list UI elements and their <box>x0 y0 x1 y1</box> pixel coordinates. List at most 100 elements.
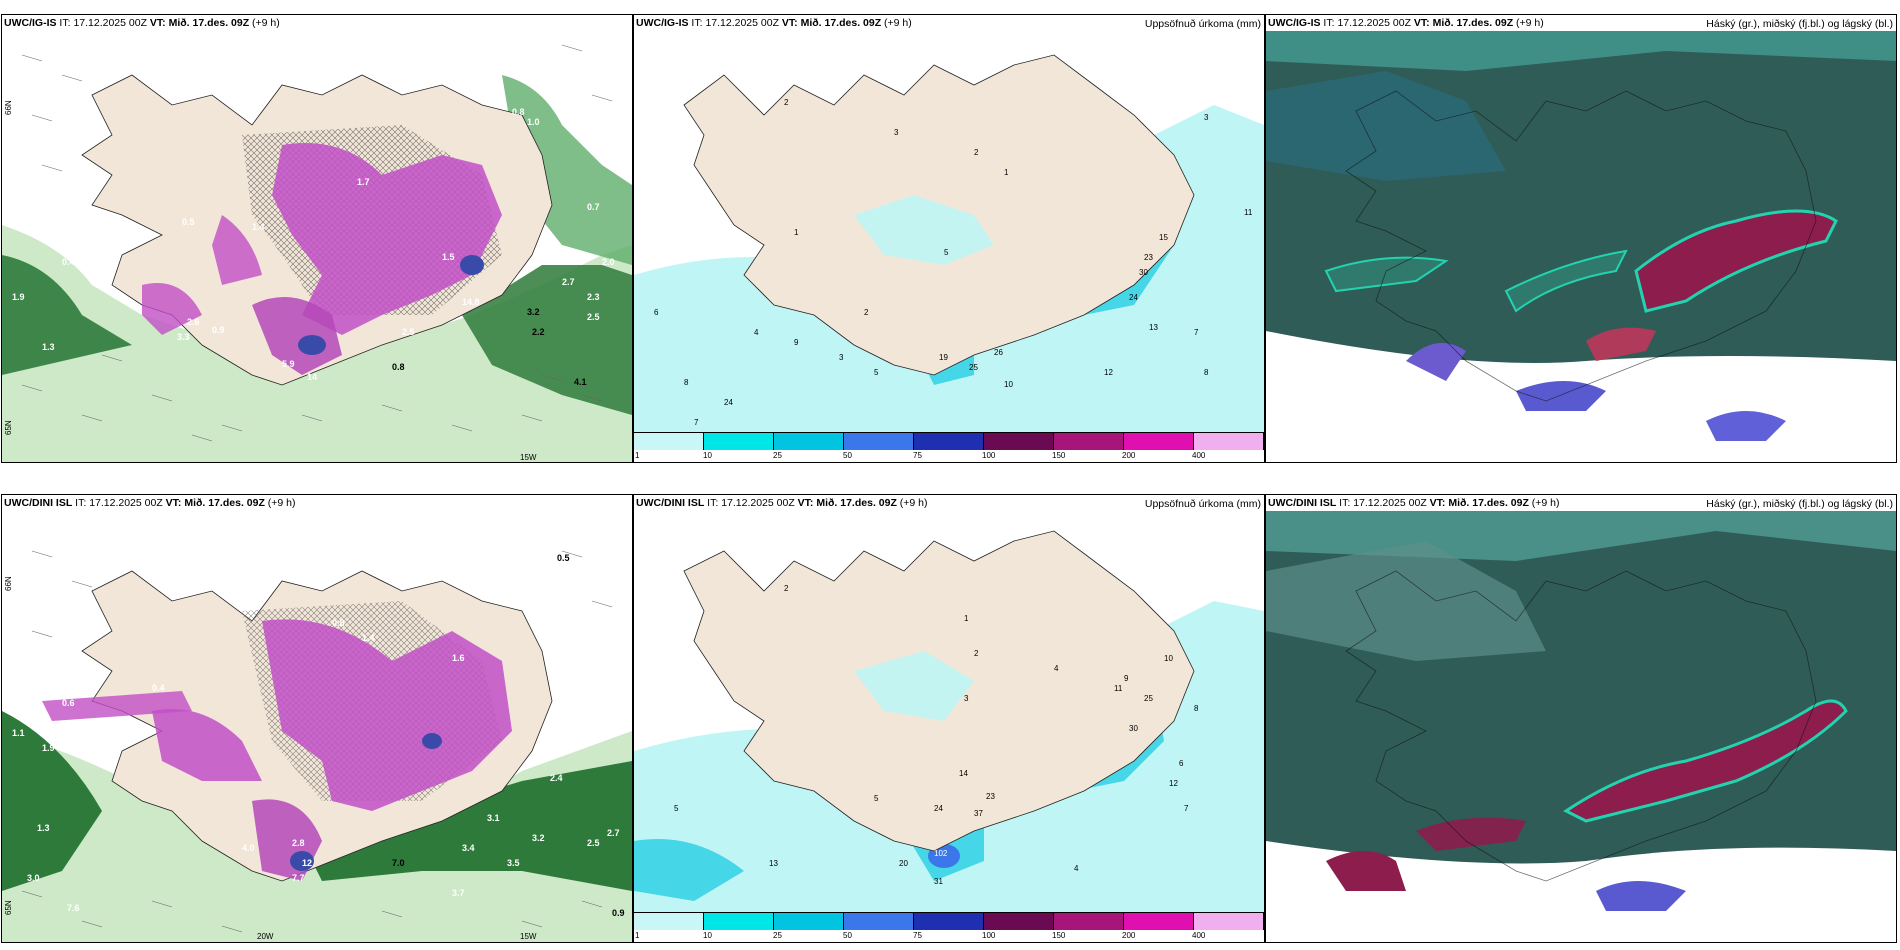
val-label: 24 <box>724 398 733 407</box>
val-label: 1.9 <box>12 292 25 302</box>
lon-label: 15W <box>520 932 537 941</box>
colorbar-swatch <box>1124 433 1194 451</box>
val-label: 3.7 <box>452 888 465 898</box>
val-label: 2.7 <box>562 277 575 287</box>
val-label: 3.0 <box>27 873 40 883</box>
val-label: 1 <box>964 614 969 623</box>
lat-label: 65N <box>4 420 13 435</box>
colorbar-label: 50 <box>843 451 852 461</box>
val-label: 3 <box>1204 113 1209 122</box>
val-label: 4 <box>754 328 759 337</box>
val-label: 1 <box>1004 168 1009 177</box>
panel-subtitle: Uppsöfnuð úrkoma (mm) <box>1144 18 1261 30</box>
panel-subtitle: Uppsöfnuð úrkoma (mm) <box>1144 498 1261 510</box>
iceland-outline <box>1345 90 1817 402</box>
val-label: 9 <box>1124 674 1129 683</box>
val-label: 12 <box>302 858 312 868</box>
val-label: 2.0 <box>602 257 615 267</box>
panel-title: UWC/DINI ISL IT: 17.12.2025 00Z VT: Mið.… <box>1268 497 1560 509</box>
lon-label: 15W <box>520 453 537 462</box>
val-label: 0.9 <box>612 908 625 918</box>
val-label: 10 <box>1164 654 1173 663</box>
colorbar-label: 150 <box>1052 451 1066 461</box>
val-label: 0.4 <box>62 257 75 267</box>
val-label: 4 <box>1054 664 1059 673</box>
val-label: 0.3 <box>102 262 115 272</box>
val-label: 2 <box>784 98 789 107</box>
val-label: 37 <box>974 809 983 818</box>
val-label: 30 <box>1139 268 1148 277</box>
lon-label: 20W <box>257 932 274 941</box>
val-label: 3 <box>964 694 969 703</box>
colorbar-label: 75 <box>913 451 922 461</box>
val-label: 26 <box>994 348 1003 357</box>
val-label: 14.8 <box>462 297 480 307</box>
lat-label: 66N <box>4 576 13 591</box>
val-label: 1.3 <box>37 823 50 833</box>
panel-title: UWC/IG-IS IT: 17.12.2025 00Z VT: Mið. 17… <box>4 17 280 29</box>
val-label: 3 <box>894 128 899 137</box>
val-label: 2.2 <box>532 327 545 337</box>
val-label: 5.9 <box>282 359 295 369</box>
colorbar-label: 150 <box>1052 931 1066 941</box>
colorbar-swatch <box>704 913 774 931</box>
val-label: 13 <box>769 859 778 868</box>
iceland-outline <box>1345 570 1817 882</box>
colorbar-label: 75 <box>913 931 922 941</box>
val-label: 5 <box>944 248 949 257</box>
val-label: 2.4 <box>550 773 563 783</box>
colorbar-label: 400 <box>1192 451 1206 461</box>
colorbar-swatch <box>634 913 704 931</box>
val-label: 12 <box>1169 779 1178 788</box>
colorbar-swatch <box>1194 913 1264 931</box>
val-label: 1.1 <box>12 728 25 738</box>
colorbar-swatch <box>844 433 914 451</box>
val-label: 1.9 <box>42 743 55 753</box>
colorbar-swatch <box>844 913 914 931</box>
map-clouds-ig <box>1266 31 1896 462</box>
colorbar-label: 100 <box>982 931 996 941</box>
val-label: 11 <box>1114 684 1123 693</box>
val-label: 7.0 <box>392 858 405 868</box>
colorbar-label: 1 <box>635 931 640 941</box>
val-label: 25 <box>969 363 978 372</box>
val-label: 2.5 <box>587 838 600 848</box>
colorbar-label: 10 <box>703 451 712 461</box>
colorbar-swatch <box>1054 433 1124 451</box>
colorbar-label: 50 <box>843 931 852 941</box>
panel-title: UWC/DINI ISL IT: 17.12.2025 00Z VT: Mið.… <box>636 497 928 509</box>
panel-title: UWC/IG-IS IT: 17.12.2025 00Z VT: Mið. 17… <box>1268 17 1544 29</box>
val-label: 5 <box>874 794 879 803</box>
panel-subtitle: Háský (gr.), miðský (fj.bl.) og lágský (… <box>1706 498 1893 510</box>
val-label: 7.7 <box>292 873 305 883</box>
val-label: 0.8 <box>332 618 345 628</box>
val-label: 2 <box>974 649 979 658</box>
map-precip-wind-ig: 0.6 0.8 1.0 1.4 1.5 1.7 0.9 0.5 0.3 0.4 … <box>2 15 632 462</box>
val-label: 7.6 <box>67 903 80 913</box>
val-label: 3.2 <box>532 833 545 843</box>
val-label: 7 <box>1194 328 1199 337</box>
val-label: 3.1 <box>487 813 500 823</box>
map-precip-wind-dini: 0.5 1.0 0.8 1.4 1.6 0.6 1.1 1.9 0.4 2.8 … <box>2 511 632 942</box>
val-label: 1.7 <box>357 177 370 187</box>
val-label: 3.2 <box>527 307 540 317</box>
lat-label: 66N <box>4 100 13 115</box>
val-label: 25 <box>1144 694 1153 703</box>
val-label: 2.8 <box>292 838 305 848</box>
colorbar-swatch <box>984 913 1054 931</box>
val-label: 5 <box>674 804 679 813</box>
val-label: 4.0 <box>242 843 255 853</box>
val-label: 6 <box>1179 759 1184 768</box>
map-accum-precip-dini: 2 1 2 3 4 5 6 7 8 9 10 12 14 20 23 24 25… <box>634 511 1264 912</box>
colorbar-swatch <box>1054 913 1124 931</box>
colorbar-label: 1 <box>635 451 640 461</box>
val-label: 12 <box>1104 368 1113 377</box>
colorbar: 1 10 25 50 75 100 150 200 400 <box>634 432 1264 462</box>
val-label: 1.4 <box>362 633 375 643</box>
val-label: 15 <box>1159 233 1168 242</box>
panel-dini-accum-precip: UWC/DINI ISL IT: 17.12.2025 00Z VT: Mið.… <box>633 494 1265 943</box>
colorbar-label: 25 <box>773 931 782 941</box>
val-label: 5 <box>874 368 879 377</box>
val-label: 3.3 <box>177 332 190 342</box>
val-label: 20 <box>899 859 908 868</box>
